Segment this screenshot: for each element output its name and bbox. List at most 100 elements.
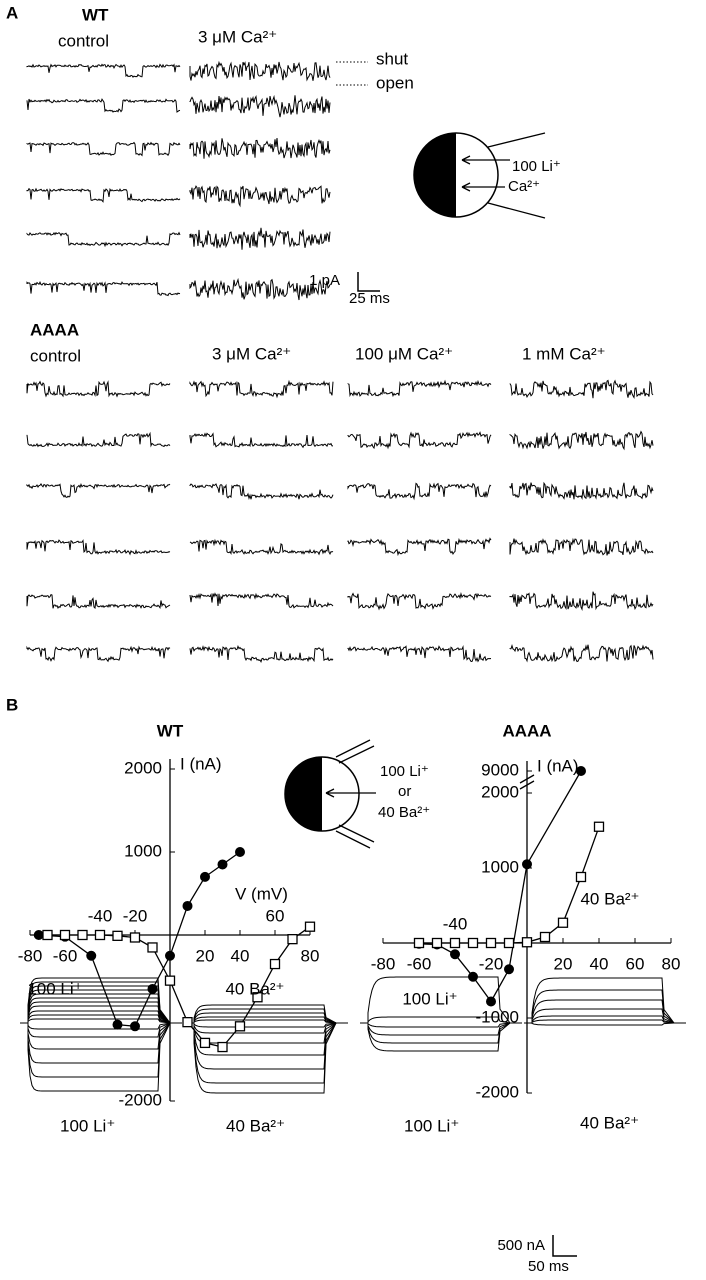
channel-trace	[509, 481, 654, 500]
data-point	[576, 766, 586, 776]
series-label: 100 Li⁺	[27, 979, 82, 998]
data-point	[77, 929, 88, 941]
data-point	[486, 996, 496, 1007]
current-trace	[20, 1018, 182, 1024]
current-trace	[20, 1010, 182, 1024]
current-trace	[186, 1022, 348, 1056]
y-tick-label: 9000	[481, 760, 519, 779]
scale-label: 500 nA	[497, 1237, 545, 1254]
group-title: WT	[82, 5, 109, 24]
x-tick-label: -40	[88, 906, 113, 925]
x-tick-label: 80	[301, 946, 320, 965]
current-trace	[524, 1022, 686, 1026]
trace-label: 100 Li⁺	[60, 1116, 115, 1135]
data-point	[59, 929, 71, 941]
diagram-label: 40 Ba²⁺	[378, 804, 430, 821]
data-point	[235, 847, 245, 857]
data-point	[449, 937, 461, 949]
current-trace	[20, 989, 182, 1024]
current-trace	[20, 981, 182, 1024]
channel-trace	[347, 482, 492, 501]
data-point	[575, 871, 587, 883]
data-point	[129, 932, 141, 943]
channel-trace	[189, 379, 334, 399]
data-point	[86, 950, 97, 961]
data-point	[593, 821, 605, 832]
current-trace	[20, 1022, 182, 1050]
y-axis-label: I (nA)	[537, 756, 579, 775]
channel-trace	[347, 431, 492, 450]
data-point	[539, 931, 551, 943]
current-trace	[186, 1019, 348, 1024]
data-point	[217, 1041, 228, 1053]
x-tick-label: -80	[371, 954, 396, 973]
data-point	[33, 930, 44, 940]
current-trace	[20, 1022, 182, 1092]
channel-trace	[189, 483, 334, 500]
axis-break	[519, 774, 535, 790]
channel-trace	[26, 539, 171, 556]
diagram-label: 100 Li⁺	[380, 763, 429, 780]
channel-trace	[509, 591, 654, 612]
current-trace	[186, 1022, 348, 1034]
y-axis-label: I (nA)	[180, 754, 222, 773]
data-point	[94, 929, 106, 941]
data-point	[234, 1021, 246, 1032]
y-tick-label: 2000	[481, 782, 519, 801]
current-trace	[360, 1022, 522, 1052]
scale-label: 25 ms	[349, 290, 390, 307]
current-trace	[20, 1005, 182, 1024]
scale-label: 50 ms	[528, 1258, 569, 1275]
condition-label: 100 μM Ca²⁺	[355, 344, 453, 363]
diagram-label: Ca²⁺	[508, 178, 540, 195]
current-trace	[20, 977, 182, 1024]
x-tick-label: 20	[554, 954, 573, 973]
channel-trace	[189, 277, 331, 301]
data-point	[130, 1021, 140, 1032]
current-trace	[20, 985, 182, 1024]
chart-title: AAAA	[502, 721, 551, 740]
current-trace	[360, 1022, 522, 1036]
current-trace	[524, 999, 686, 1024]
current-trace	[20, 993, 182, 1024]
current-trace	[20, 1022, 182, 1064]
current-trace	[524, 989, 686, 1024]
data-point	[467, 937, 479, 949]
panel-label: A	[6, 3, 18, 22]
cell-diagram	[284, 739, 376, 849]
channel-trace	[509, 537, 654, 556]
diagram-label: or	[398, 783, 411, 800]
current-trace	[360, 1022, 522, 1028]
channel-trace	[189, 592, 334, 609]
data-point	[503, 937, 515, 949]
current-trace	[360, 976, 522, 1024]
group-title: AAAA	[30, 320, 79, 339]
x-tick-label: 80	[662, 954, 681, 973]
data-point	[450, 949, 460, 960]
channel-trace	[26, 231, 181, 248]
data-point	[521, 937, 533, 948]
scale-bar	[552, 1235, 577, 1257]
condition-label: control	[58, 31, 109, 50]
current-trace	[524, 977, 686, 1024]
channel-trace	[26, 281, 181, 297]
current-trace	[186, 1022, 348, 1028]
data-point	[165, 950, 175, 961]
data-point	[413, 937, 425, 949]
data-point	[182, 900, 193, 911]
current-trace	[360, 1016, 522, 1024]
x-tick-label: -80	[18, 946, 43, 965]
current-trace	[186, 1022, 348, 1044]
condition-label: 3 μM Ca²⁺	[212, 344, 291, 363]
channel-trace	[26, 593, 171, 610]
x-tick-label: -20	[123, 906, 148, 925]
data-point	[252, 992, 263, 1003]
data-point	[200, 871, 210, 882]
data-point	[485, 937, 497, 949]
series-line	[47, 926, 311, 1048]
level-label: shut	[376, 49, 408, 68]
current-trace	[20, 1022, 182, 1078]
data-point	[431, 937, 443, 949]
channel-trace	[26, 645, 171, 663]
